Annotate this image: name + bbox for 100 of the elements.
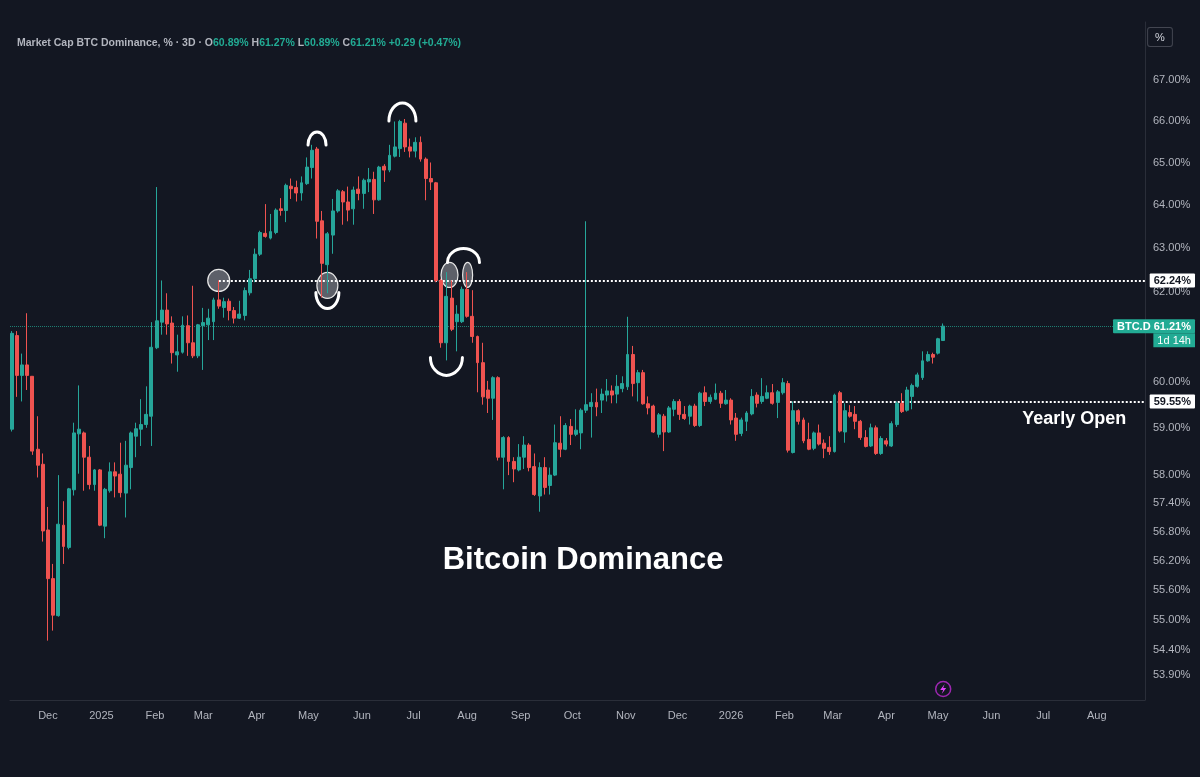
- candlestick: [382, 163, 386, 183]
- candlestick: [284, 183, 288, 223]
- candlestick: [496, 375, 500, 461]
- y-tick-label: 67.00%: [1153, 72, 1191, 85]
- candlestick: [755, 391, 759, 408]
- candlestick: [812, 431, 816, 451]
- ref-line-label: 62.24%: [1153, 274, 1192, 287]
- candlestick: [491, 375, 495, 421]
- x-tick-label: Jun: [353, 708, 371, 721]
- candlestick: [419, 135, 422, 163]
- candlestick: [325, 231, 329, 294]
- candlestick: [501, 435, 505, 490]
- y-tick-label: 64.00%: [1153, 198, 1191, 211]
- candlestick: [662, 413, 666, 452]
- y-tick-label: 53.90%: [1153, 668, 1191, 681]
- candlestick: [843, 402, 847, 444]
- x-tick-label: Feb: [775, 708, 794, 721]
- x-tick-label: Jul: [1036, 708, 1051, 721]
- text: Market Cap BTC Dominance, % · 3D · O60.89% H61.27% L60.89% C61.21% +0.29 (+0.47%): [17, 35, 462, 48]
- x-tick-label: 2025: [89, 708, 114, 721]
- candlestick: [595, 388, 598, 417]
- x-tick-label: Dec: [667, 708, 688, 721]
- x-tick-label: Apr: [248, 708, 266, 721]
- candlestick: [750, 388, 754, 416]
- x-tick-label: Apr: [877, 708, 896, 721]
- candlestick: [724, 389, 728, 406]
- candlestick: [563, 422, 567, 451]
- y-tick-label: 54.40%: [1153, 643, 1191, 656]
- candlestick: [388, 144, 391, 173]
- candlestick: [719, 390, 723, 409]
- candlestick: [569, 418, 573, 446]
- x-tick-label: Jun: [982, 708, 1001, 721]
- candlestick: [864, 429, 868, 448]
- candlestick: [688, 404, 692, 426]
- y-tick-label: 66.00%: [1153, 113, 1191, 126]
- candlestick: [770, 383, 774, 406]
- y-tick-label: 55.00%: [1153, 613, 1191, 626]
- candlestick: [372, 171, 376, 215]
- candlestick: [217, 279, 221, 310]
- candlestick: [507, 435, 510, 476]
- y-tick-label: 56.20%: [1153, 554, 1191, 567]
- candlestick: [20, 353, 24, 402]
- candlestick: [869, 423, 873, 448]
- x-tick-label: Mar: [193, 708, 213, 721]
- text: Bitcoin Dominance: [442, 541, 724, 576]
- x-tick-label: Dec: [38, 708, 59, 721]
- candlestick: [884, 437, 888, 447]
- y-tick-label: 55.60%: [1153, 583, 1191, 596]
- candlestick: [558, 415, 562, 458]
- candlestick: [30, 375, 34, 456]
- candlestick: [802, 417, 805, 444]
- candlestick: [10, 330, 14, 433]
- candlestick: [15, 330, 19, 398]
- candlestick: [56, 474, 60, 618]
- y-tick-label: 58.00%: [1153, 467, 1191, 480]
- candlestick: [879, 435, 883, 456]
- x-tick-label: Aug: [1086, 708, 1107, 721]
- y-tick-label: 62.00%: [1153, 285, 1191, 298]
- candlestick: [300, 175, 303, 202]
- ref-line-label: 59.55%: [1153, 395, 1192, 408]
- candlestick: [269, 213, 272, 240]
- candlestick: [796, 408, 800, 426]
- candlestick: [838, 390, 842, 433]
- ref-line-label: BTC.D 61.21%: [1117, 320, 1192, 333]
- candlestick: [222, 297, 226, 319]
- candlestick: [698, 391, 702, 428]
- candlestick: [739, 417, 743, 437]
- candlestick: [807, 422, 811, 451]
- candlestick: [413, 136, 417, 158]
- candlestick: [833, 393, 836, 454]
- candlestick: [25, 312, 29, 391]
- candlestick: [631, 345, 635, 397]
- candlestick: [926, 350, 930, 363]
- candlestick: [62, 500, 65, 565]
- candlestick: [263, 203, 267, 239]
- x-tick-label: Feb: [145, 708, 165, 721]
- candlestick: [786, 380, 790, 454]
- text: %: [1155, 31, 1166, 43]
- x-tick-label: Sep: [510, 708, 531, 721]
- x-tick-label: Aug: [457, 708, 477, 721]
- x-tick-label: Nov: [616, 708, 637, 721]
- candlestick: [610, 384, 614, 404]
- y-tick-label: 56.80%: [1153, 524, 1191, 537]
- candlestick: [921, 350, 924, 381]
- y-tick-label: 63.00%: [1153, 241, 1191, 254]
- x-tick-label: Oct: [563, 708, 581, 721]
- candlestick: [175, 334, 179, 373]
- candlestick: [98, 468, 102, 527]
- candlestick: [874, 424, 878, 456]
- candlestick: [476, 335, 479, 393]
- y-tick-label: 59.00%: [1153, 420, 1191, 433]
- candlestick: [279, 197, 283, 217]
- candlestick: [356, 175, 360, 201]
- candlestick: [93, 468, 96, 492]
- candlestick: [708, 394, 712, 405]
- candlestick: [351, 186, 355, 226]
- candlestick: [657, 412, 661, 439]
- x-tick-label: 2026: [718, 708, 744, 721]
- candlestick: [889, 420, 893, 448]
- candlestick: [791, 400, 795, 454]
